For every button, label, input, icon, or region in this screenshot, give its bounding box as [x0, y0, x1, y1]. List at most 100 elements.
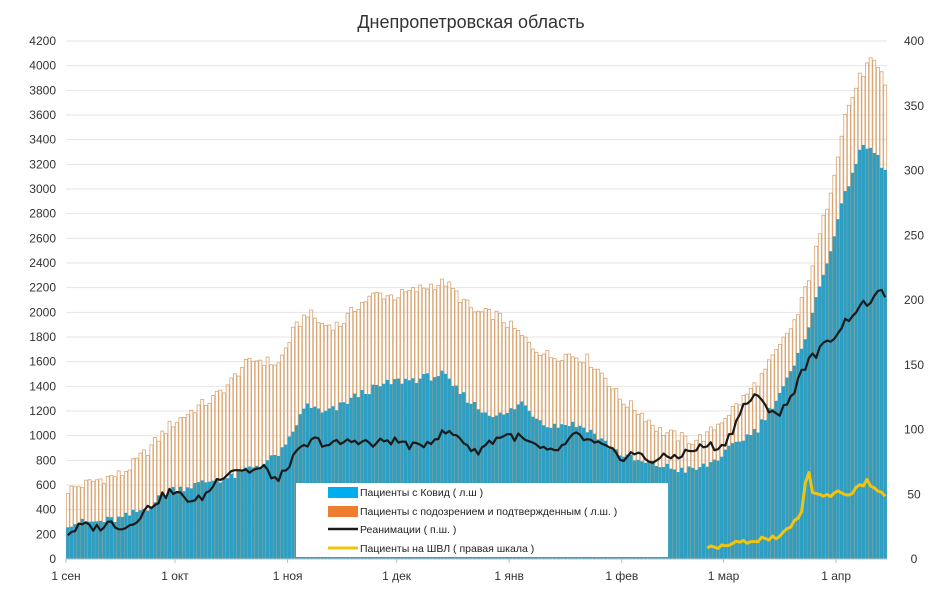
- bar-covid: [680, 467, 684, 559]
- y-left-tick-label: 3400: [29, 133, 56, 147]
- bar-covid: [770, 408, 775, 559]
- y-left-tick-label: 4000: [29, 59, 56, 73]
- bar-covid: [225, 478, 230, 559]
- bar-covid: [520, 401, 524, 559]
- bar-covid: [160, 495, 164, 559]
- bar-covid: [389, 384, 393, 559]
- bar-covid: [367, 394, 372, 559]
- bar-covid: [440, 370, 444, 559]
- bar-covid: [109, 517, 114, 559]
- bar-covid: [138, 510, 143, 559]
- bar-covid: [796, 352, 800, 559]
- chart-title: Днепропетровская область: [357, 12, 584, 32]
- bar-covid: [233, 477, 237, 559]
- bar-covid: [127, 515, 132, 559]
- y-left-tick-label: 3800: [29, 83, 56, 97]
- bar-covid: [462, 392, 466, 559]
- y-left-tick-label: 4200: [29, 34, 56, 48]
- bar-covid: [69, 526, 74, 559]
- y-left-tick-label: 1800: [29, 330, 56, 344]
- bar-covid: [95, 521, 99, 559]
- bar-covid: [73, 524, 77, 559]
- y-left-tick-label: 2400: [29, 256, 56, 270]
- bar-covid: [374, 384, 379, 559]
- bar-covid: [411, 378, 415, 559]
- bar-covid: [189, 488, 194, 559]
- bar-covid: [305, 403, 310, 559]
- bar-covid: [759, 419, 764, 559]
- bar-covid: [839, 203, 844, 559]
- legend-label-covid: Пациенты с Ковид ( л.ш ): [360, 487, 483, 499]
- legend-label-icu: Реанимации ( п.ш. ): [360, 524, 456, 536]
- bar-covid: [342, 402, 346, 559]
- bar-covid: [447, 378, 451, 559]
- bar-covid: [687, 466, 691, 559]
- y-left-tick-label: 0: [49, 552, 56, 566]
- bar-covid: [730, 443, 735, 559]
- bar-covid: [156, 495, 161, 559]
- bar-covid: [175, 492, 179, 559]
- bar-covid: [142, 508, 146, 559]
- bar-covid: [701, 463, 706, 559]
- x-tick-label: 1 ноя: [273, 569, 303, 583]
- x-tick-label: 1 фев: [605, 569, 638, 583]
- legend-label-ventilator: Пациенты на ШВЛ ( правая шкала ): [360, 543, 534, 555]
- bar-covid: [218, 482, 223, 559]
- y-right-tick-label: 150: [904, 358, 924, 372]
- bar-covid: [102, 521, 106, 559]
- bar-covid: [124, 512, 128, 559]
- bar-covid: [255, 465, 259, 559]
- y-left-tick-label: 1000: [29, 429, 56, 443]
- y-left-tick-label: 600: [36, 478, 56, 492]
- y-left-tick-label: 2600: [29, 231, 56, 245]
- y-left-tick-label: 1200: [29, 404, 56, 418]
- legend-item-icu: Реанимации ( п.ш. ): [328, 524, 456, 536]
- bar-covid: [360, 389, 364, 559]
- bar-covid: [77, 524, 81, 559]
- bar-covid: [153, 502, 157, 559]
- x-tick-label: 1 мар: [708, 569, 740, 583]
- y-right-tick-label: 300: [904, 164, 924, 178]
- bar-covid: [843, 191, 847, 559]
- bar-covid: [407, 380, 411, 559]
- bar-covid: [131, 509, 135, 559]
- y-right-tick-label: 250: [904, 228, 924, 242]
- bar-covid: [171, 486, 175, 559]
- bar-covid: [523, 405, 528, 559]
- y-left-tick-label: 400: [36, 503, 56, 517]
- bar-covid: [847, 186, 851, 559]
- bar-covid: [84, 522, 88, 559]
- bar-covid: [418, 378, 422, 559]
- bar-covid: [146, 510, 150, 559]
- bar-covid: [792, 365, 797, 559]
- bar-covid: [287, 436, 292, 559]
- bar-covid: [269, 455, 273, 559]
- bar-covid: [200, 480, 204, 559]
- bar-covid: [229, 473, 233, 559]
- bar-covid: [828, 251, 833, 560]
- line-series: [67, 288, 887, 550]
- bar-covid: [382, 383, 386, 559]
- bar-covid: [240, 470, 244, 559]
- y-right-tick-label: 50: [907, 487, 921, 501]
- bar-covid: [98, 520, 103, 559]
- bar-covid: [353, 393, 357, 559]
- bar-covid: [276, 455, 281, 559]
- bar-covid: [672, 469, 677, 559]
- bar-covid: [364, 394, 368, 559]
- bar-covid: [116, 516, 121, 559]
- bar-covid: [345, 403, 350, 559]
- bar-covid: [752, 429, 757, 559]
- bar-covid: [741, 440, 746, 559]
- y-left-tick-label: 200: [36, 527, 56, 541]
- y-left-tick-label: 2200: [29, 281, 56, 295]
- bar-covid: [422, 373, 426, 559]
- y-left-tick-label: 2800: [29, 207, 56, 221]
- bar-covid: [211, 480, 215, 559]
- bar-covid: [454, 385, 459, 559]
- bar-covid: [222, 478, 226, 559]
- bar-covid: [425, 373, 430, 559]
- bar-covid: [400, 383, 404, 559]
- y-right-tick-label: 200: [904, 293, 924, 307]
